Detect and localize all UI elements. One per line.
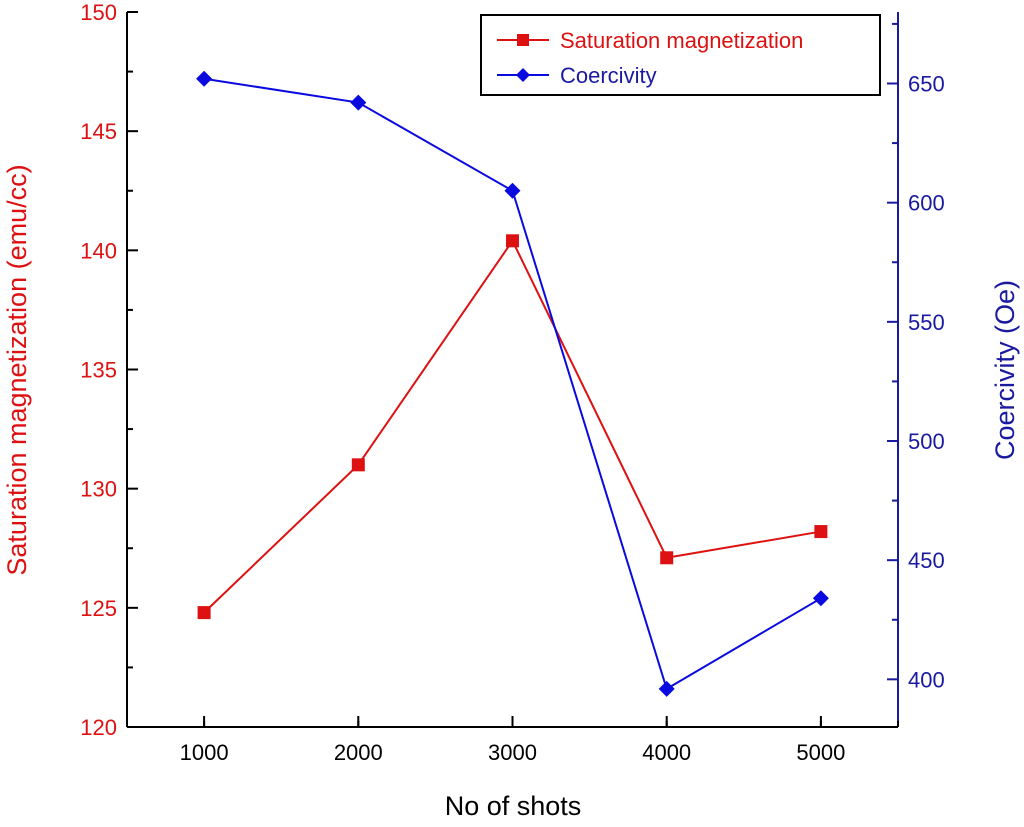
left-y-axis: 120 125 130 135 140 145 150: [80, 0, 138, 740]
data-point-saturation: [814, 525, 828, 539]
right-tick-label: 450: [908, 548, 945, 573]
x-tick-label: 3000: [488, 740, 537, 765]
right-tick-label: 400: [908, 667, 945, 692]
data-point-coercivity: [350, 94, 367, 111]
x-tick-label: 1000: [180, 740, 229, 765]
left-tick-label: 150: [80, 0, 117, 25]
x-axis-title: No of shots: [445, 791, 582, 821]
legend-box: [480, 14, 881, 96]
right-tick-label: 550: [908, 310, 945, 335]
data-point-coercivity: [658, 680, 675, 697]
left-tick-label: 120: [80, 715, 117, 740]
data-point-saturation: [506, 234, 519, 248]
series-layer: [196, 70, 829, 697]
right-y-axis: 400 450 500 550 600 650: [887, 22, 945, 692]
left-tick-label: 130: [80, 477, 117, 502]
data-point-coercivity: [812, 590, 829, 607]
left-tick-label: 140: [80, 238, 117, 263]
right-tick-label: 500: [908, 429, 945, 454]
data-point-saturation: [351, 458, 365, 472]
series-line-saturation: [203, 238, 822, 614]
data-point-coercivity: [504, 182, 521, 199]
left-tick-label: 145: [80, 119, 117, 144]
x-tick-label: 4000: [642, 740, 691, 765]
x-axis: 1000 2000 3000 4000 5000: [180, 716, 899, 765]
legend: Saturation magnetization Coercivity: [480, 14, 881, 96]
left-tick-label: 135: [80, 358, 117, 383]
data-point-saturation: [197, 606, 211, 620]
data-point-saturation: [660, 551, 674, 565]
series-line-coercivity: [203, 77, 822, 691]
legend-marker-saturation: [517, 34, 529, 46]
x-tick-label: 2000: [334, 740, 383, 765]
legend-label-coercivity: Coercivity: [560, 63, 657, 88]
right-tick-label: 600: [908, 191, 945, 216]
legend-marker-coercivity: [516, 68, 530, 82]
data-point-coercivity: [196, 70, 213, 87]
left-tick-label: 125: [80, 596, 117, 621]
left-axis-title: Saturation magnetization (emu/cc): [2, 164, 32, 575]
x-tick-label: 5000: [796, 740, 845, 765]
plot-area: [126, 12, 899, 728]
legend-label-saturation: Saturation magnetization: [560, 28, 803, 53]
right-axis-title: Coercivity (Oe): [990, 280, 1020, 460]
right-tick-label: 650: [908, 72, 945, 97]
